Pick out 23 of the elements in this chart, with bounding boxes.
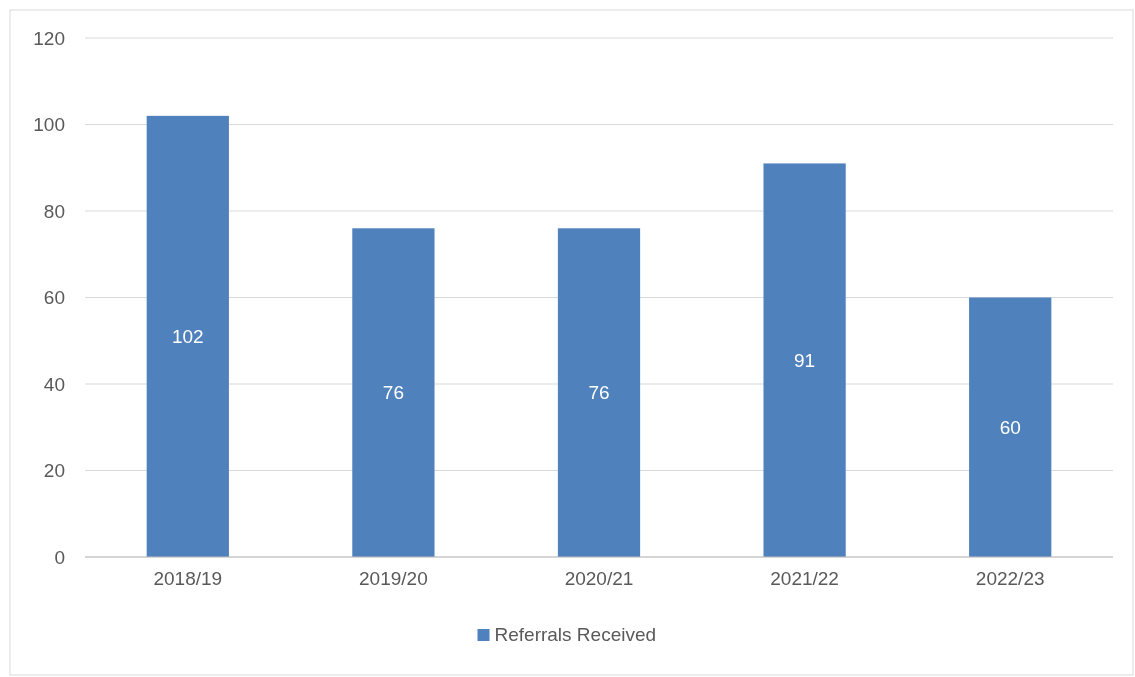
x-tick-label: 2019/20 xyxy=(359,568,428,589)
data-label: 91 xyxy=(794,349,816,371)
y-tick-label: 120 xyxy=(33,27,65,49)
data-label: 76 xyxy=(382,382,404,404)
legend-label: Referrals Received xyxy=(494,624,657,645)
x-tick-label: 2021/22 xyxy=(770,568,839,589)
data-label: 102 xyxy=(171,326,204,348)
y-tick-label: 0 xyxy=(54,546,65,568)
y-tick-label: 20 xyxy=(43,460,65,482)
bar xyxy=(763,163,846,557)
y-tick-label: 60 xyxy=(43,287,65,309)
bar xyxy=(969,297,1052,557)
data-label: 76 xyxy=(588,382,610,404)
x-tick-label: 2020/21 xyxy=(564,568,634,589)
x-tick-label: 2022/23 xyxy=(975,568,1045,589)
bar xyxy=(557,228,641,557)
y-tick-label: 80 xyxy=(43,200,65,222)
bar xyxy=(352,228,435,557)
bar xyxy=(146,115,229,557)
data-label: 60 xyxy=(999,416,1021,438)
y-tick-label: 40 xyxy=(43,373,65,395)
y-tick-label: 100 xyxy=(33,114,65,136)
x-tick-label: 2018/19 xyxy=(153,568,223,589)
